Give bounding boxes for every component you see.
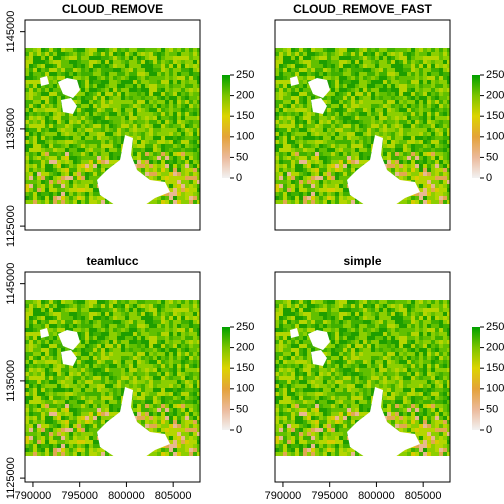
colorbar-label: 50 (236, 151, 248, 163)
panel: CLOUD_REMOVE_FAST 0 50 100 150 200 250 (274, 2, 504, 231)
colorbar-label: 0 (236, 172, 242, 184)
raster (25, 300, 200, 456)
panel: CLOUD_REMOVE 1125000 1135000 1145000 0 50 100 1… (5, 2, 254, 247)
colorbar-label: 250 (486, 321, 504, 333)
panel-title: CLOUD_REMOVE_FAST (293, 2, 432, 16)
plot-frame (274, 19, 451, 231)
x-tick-label: 795000 (61, 490, 98, 502)
x-tick-label: 805000 (155, 490, 192, 502)
panel-title: CLOUD_REMOVE (62, 2, 163, 16)
colorbar (222, 327, 230, 430)
colorbar (472, 327, 480, 430)
colorbar-label: 100 (236, 131, 254, 143)
panel-title: teamlucc (86, 254, 138, 268)
plot-frame (274, 271, 451, 483)
panel: teamlucc 790000 795000 800000 805000 1125000 1… (5, 254, 254, 502)
y-tick-label: 1125000 (5, 205, 17, 247)
x-tick-label: 790000 (15, 490, 52, 502)
colorbar-label: 200 (236, 90, 254, 102)
colorbar-label: 200 (236, 342, 254, 354)
y-tick-label: 1145000 (5, 11, 17, 53)
colorbar-label: 100 (486, 131, 504, 143)
raster (275, 48, 450, 204)
colorbar-label: 200 (486, 342, 504, 354)
raster (25, 48, 200, 204)
colorbar-label: 50 (486, 151, 498, 163)
colorbar-label: 150 (486, 362, 504, 374)
colorbar-label: 150 (236, 110, 254, 122)
colorbar-label: 250 (486, 69, 504, 81)
colorbar (222, 75, 230, 178)
panel-title: simple (343, 254, 381, 268)
colorbar-label: 0 (236, 424, 242, 436)
colorbar-label: 250 (236, 69, 254, 81)
x-tick-label: 800000 (358, 490, 395, 502)
colorbar-label: 250 (236, 321, 254, 333)
colorbar-label: 150 (486, 110, 504, 122)
y-tick-label: 1135000 (5, 360, 17, 402)
x-tick-label: 790000 (265, 490, 302, 502)
colorbar-label: 200 (486, 90, 504, 102)
colorbar-label: 0 (486, 172, 492, 184)
raster (275, 300, 450, 456)
y-tick-label: 1145000 (5, 263, 17, 305)
plot-frame (24, 271, 201, 483)
colorbar-label: 100 (236, 383, 254, 395)
x-tick-label: 805000 (405, 490, 442, 502)
colorbar-label: 0 (486, 424, 492, 436)
x-tick-label: 795000 (311, 490, 348, 502)
plot-frame (24, 19, 201, 231)
x-tick-label: 800000 (108, 490, 145, 502)
colorbar-label: 150 (236, 362, 254, 374)
colorbar-label: 50 (486, 403, 498, 415)
colorbar-label: 100 (486, 383, 504, 395)
colorbar (472, 75, 480, 178)
panel: simple 790000 795000 800000 805000 0 50 100 150 2… (265, 254, 504, 502)
y-tick-label: 1125000 (5, 457, 17, 499)
colorbar-label: 50 (236, 403, 248, 415)
y-tick-label: 1135000 (5, 108, 17, 150)
